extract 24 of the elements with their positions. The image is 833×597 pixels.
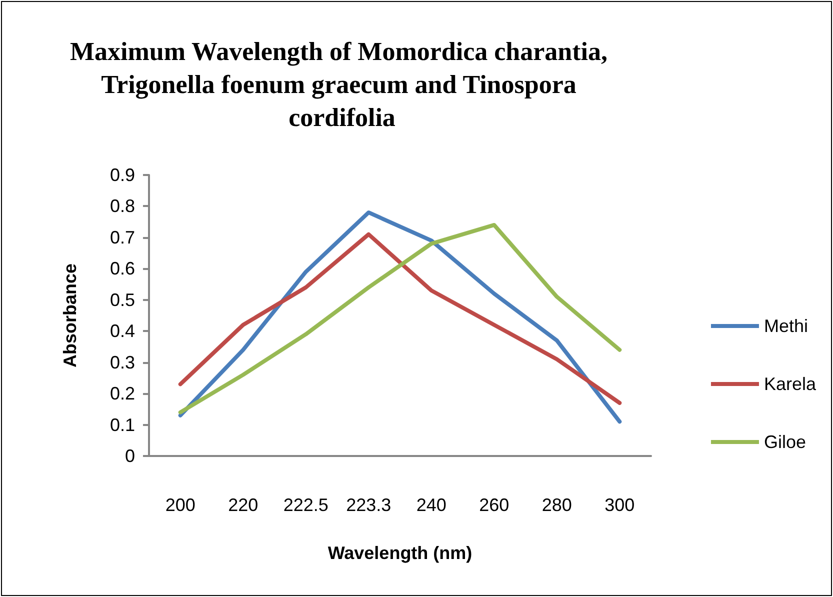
x-tick-label: 222.5 (283, 495, 328, 515)
x-tick-label: 240 (416, 495, 446, 515)
x-tick-label: 260 (479, 495, 510, 515)
x-tick-label: 223.3 (346, 495, 392, 515)
y-tick-label: 0.8 (110, 196, 135, 216)
legend-label: Methi (764, 316, 808, 336)
y-tick-label: 0.7 (110, 227, 135, 248)
x-tick-label: 220 (228, 495, 258, 515)
y-tick-label: 0.5 (110, 290, 135, 310)
y-tick-label: 0.3 (110, 352, 135, 372)
x-tick-label: 300 (604, 495, 635, 515)
y-tick-label: 0.6 (110, 258, 135, 279)
legend-label: Karela (764, 374, 817, 394)
y-tick-label: 0.9 (110, 165, 135, 185)
y-tick-label: 0 (124, 446, 135, 466)
y-axis-title: Absorbance (60, 263, 80, 368)
y-tick-label: 0.1 (110, 414, 135, 435)
legend-label: Giloe (764, 432, 806, 452)
x-axis-title: Wavelength (nm) (328, 543, 472, 563)
y-tick-label: 0.2 (110, 384, 135, 404)
y-tick-label: 0.4 (110, 321, 135, 342)
x-tick-label: 200 (165, 495, 196, 515)
x-tick-label: 280 (542, 495, 572, 515)
chart-title: Maximum Wavelength of Momordica charantia, Trigonella foenum graecum and Tinospora cordifolia (70, 37, 614, 132)
